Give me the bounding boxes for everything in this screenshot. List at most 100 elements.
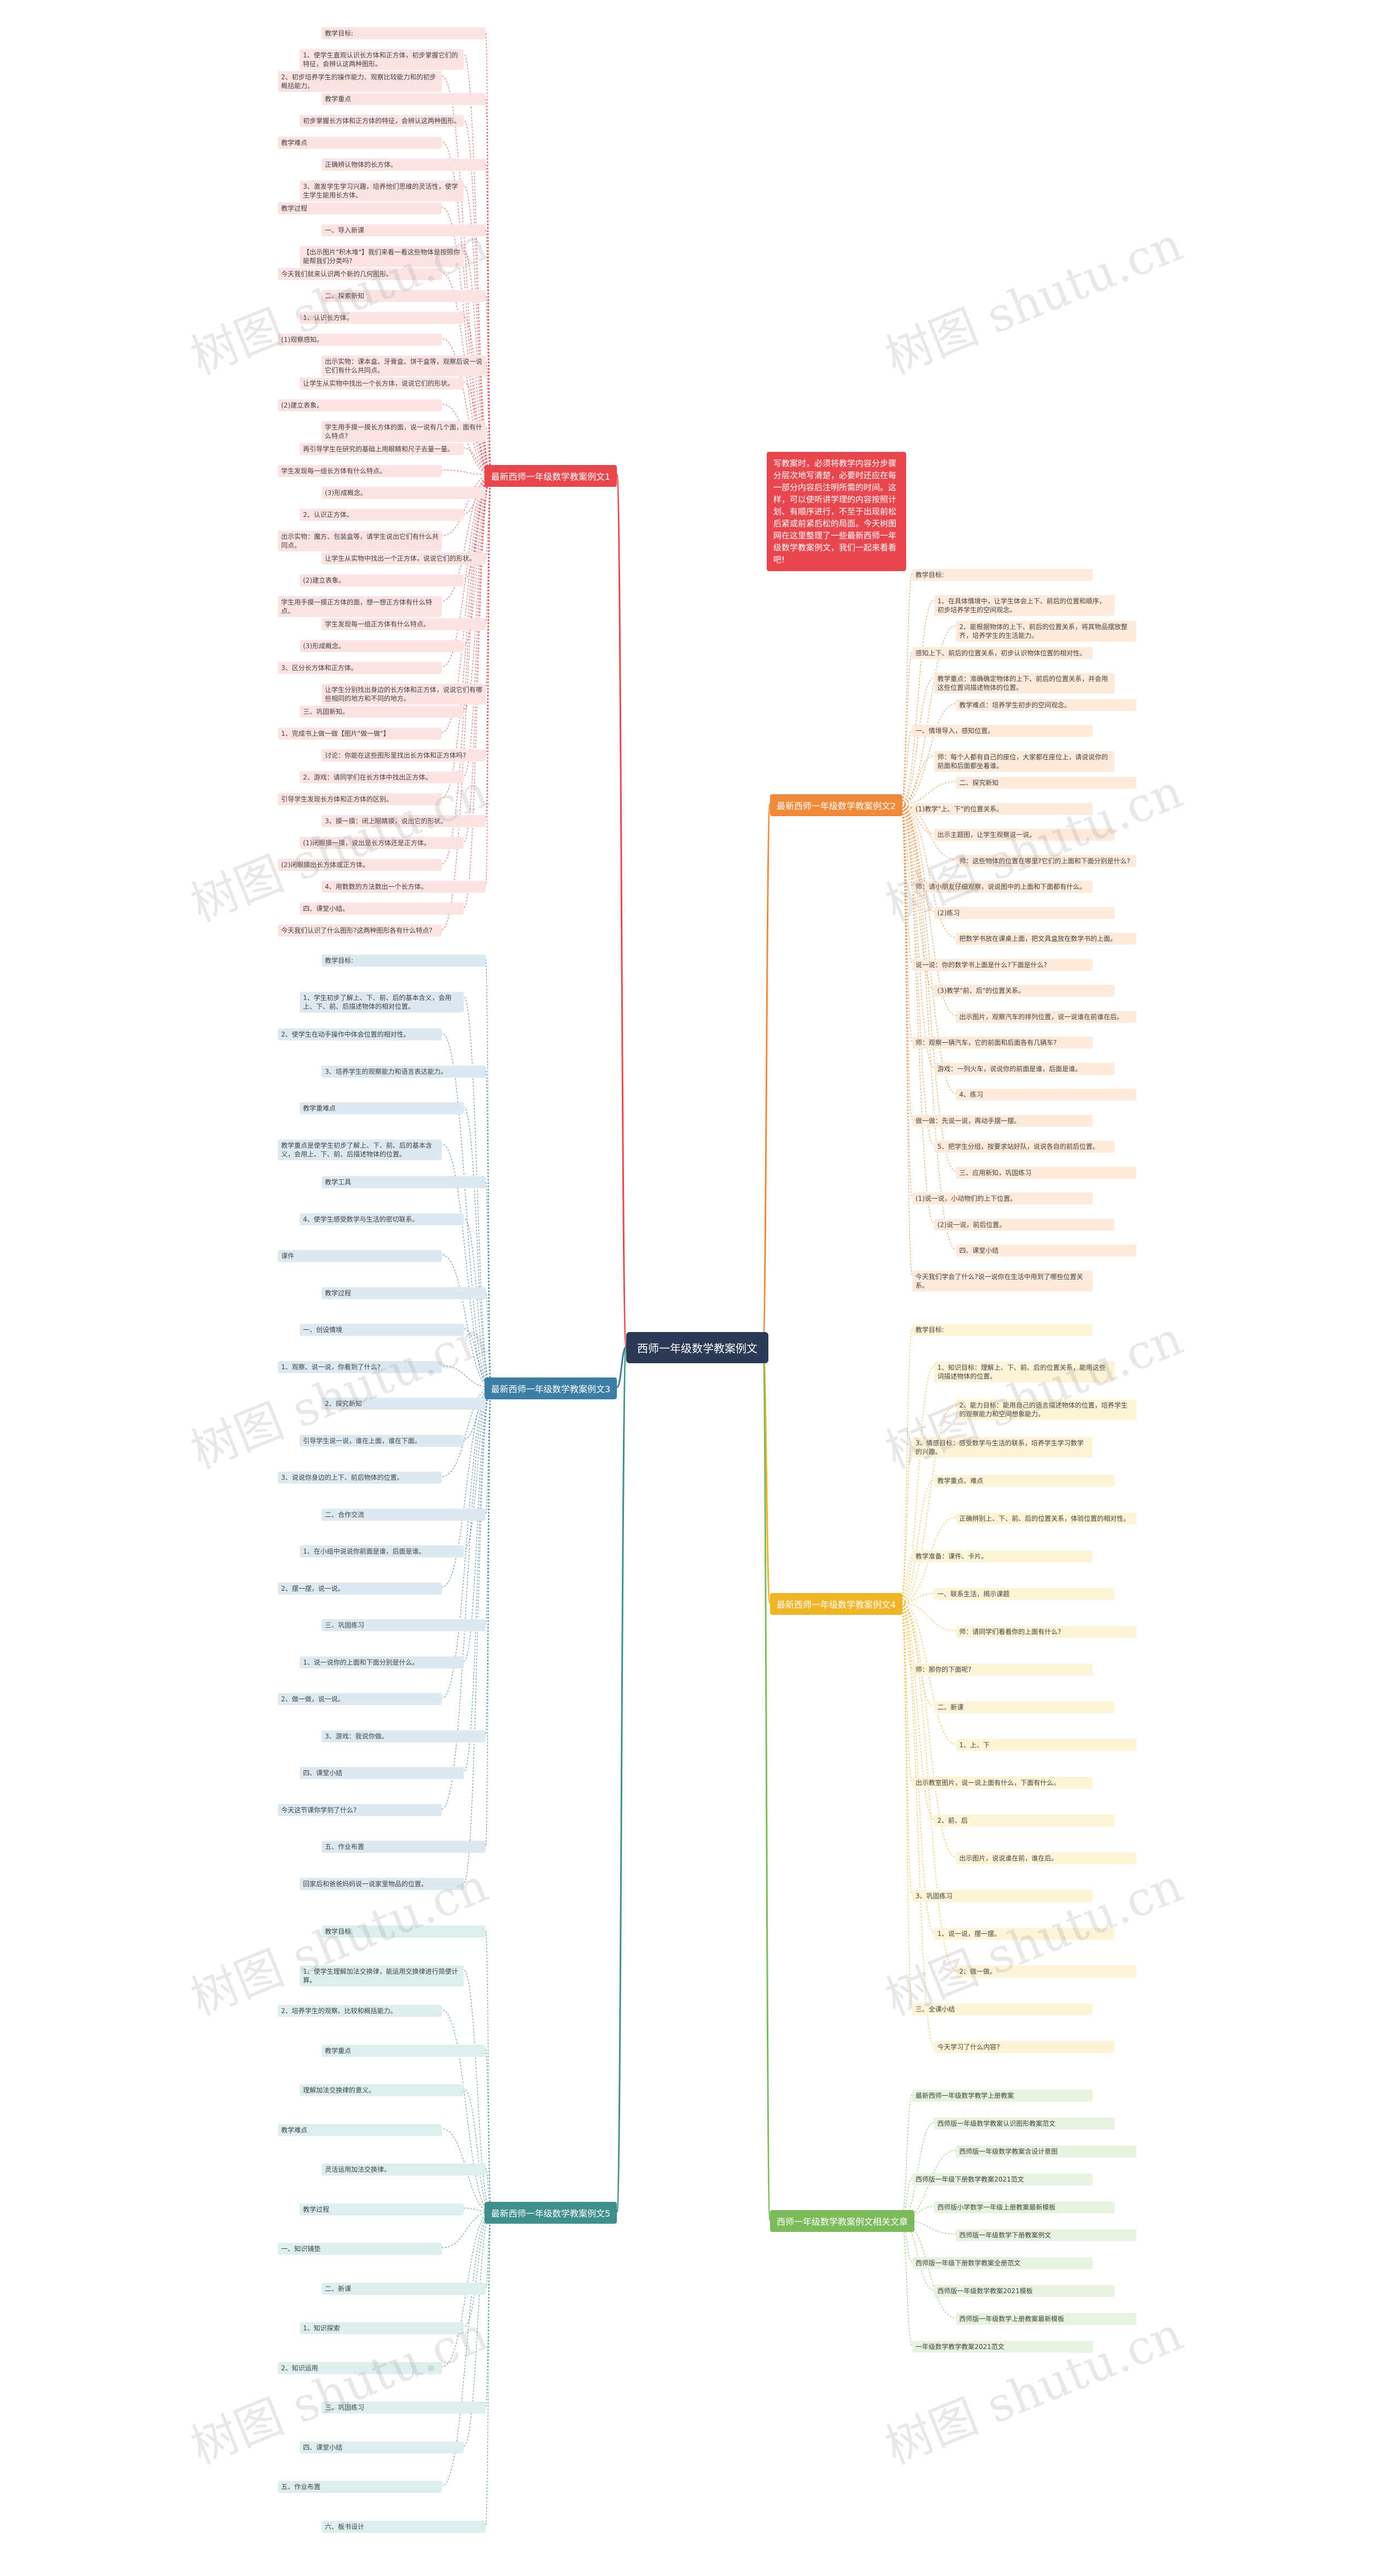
item-node[interactable]: (1)闭眼摸一摸，说出是长方体还是正方体。 xyxy=(300,837,464,849)
item-node[interactable]: 教学重点是使学生初步了解上、下、前、后的基本含义，会用上、下、前、后描述物体的位… xyxy=(278,1139,442,1160)
item-node[interactable]: 把数学书放在课桌上面，把文具盒放在数学书的上面。 xyxy=(956,933,1136,945)
item-node[interactable]: 四、课堂小结 xyxy=(300,2441,464,2453)
item-node[interactable]: 1、观察、说一说，你看到了什么? xyxy=(278,1360,442,1373)
item-node[interactable]: 一、导入新课 xyxy=(322,224,486,236)
item-node[interactable]: (1)说一说，小动物们的上下位置。 xyxy=(912,1193,1093,1205)
branch-node[interactable]: 最新西师一年级数学教案例文2 xyxy=(770,794,903,816)
item-node[interactable]: 教学重点：准确确定物体的上下、前后的位置关系，并会用这些位置词描述物体的位置。 xyxy=(934,673,1115,694)
item-node[interactable]: 师：这些物体的位置在哪里?它们的上面和下面分别是什么? xyxy=(956,854,1136,867)
item-node[interactable]: 3、情感目标：感受数学与生活的联系，培养学生学习数学的兴趣。 xyxy=(912,1437,1093,1458)
item-node[interactable]: 二、探究新知 xyxy=(956,777,1136,789)
item-node[interactable]: 2、知识运用 xyxy=(278,2362,442,2374)
item-node[interactable]: 2、认识正方体。 xyxy=(300,509,464,521)
item-node[interactable]: 4、练习 xyxy=(956,1089,1136,1101)
item-node[interactable]: 教学重点 xyxy=(322,93,486,105)
item-node[interactable]: 二、探索新知 xyxy=(322,290,486,302)
item-node[interactable]: 教学重点 xyxy=(322,2044,486,2057)
item-node[interactable]: 1、说一说你的上面和下面分别是什么。 xyxy=(300,1656,464,1668)
branch-node[interactable]: 最新西师一年级数学教案例文5 xyxy=(484,2202,617,2224)
item-node[interactable]: 4、使学生感受数学与生活的密切联系。 xyxy=(300,1213,464,1225)
item-node[interactable]: 今天这节课你学到了什么? xyxy=(278,1804,442,1816)
item-node[interactable]: 教学目标: xyxy=(912,569,1093,581)
item-node[interactable]: (2)建立表象。 xyxy=(278,399,442,411)
item-node[interactable]: 教学难点 xyxy=(278,137,442,149)
item-node[interactable]: 让学生分别找出身边的长方体和正方体，说说它们有哪些相同的地方和不同的地方。 xyxy=(322,684,486,705)
item-node[interactable]: (3)教学"前、后"的位置关系。 xyxy=(934,985,1115,997)
item-node[interactable]: 教学目标: xyxy=(322,955,486,967)
item-node[interactable]: 四、课堂小结。 xyxy=(300,903,464,915)
item-node[interactable]: 教学重点、难点 xyxy=(934,1475,1115,1487)
item-node[interactable]: 师：那你的下面呢? xyxy=(912,1664,1093,1676)
item-node[interactable]: 今天我们学会了什么?说一说你在生活中用到了哪些位置关系。 xyxy=(912,1270,1093,1292)
item-node[interactable]: 初步掌握长方体和正方体的特征，会辨认这两种图形。 xyxy=(300,115,464,127)
item-node[interactable]: 出示图片，说说谁在前，谁在后。 xyxy=(956,1852,1136,1864)
branch-node[interactable]: 西师一年级数学教案例文相关文章 xyxy=(770,2210,915,2232)
item-node[interactable]: (2)建立表象。 xyxy=(300,574,464,586)
item-node[interactable]: 2、使学生在动手操作中体会位置的相对性。 xyxy=(278,1028,442,1040)
item-node[interactable]: 5、把学生分组，按要求站好队，说说各自的前后位置。 xyxy=(934,1141,1115,1153)
item-node[interactable]: 教学过程 xyxy=(300,2203,464,2216)
item-node[interactable]: 1、使学生直观认识长方体和正方体，初步掌握它们的特征，会辨认这两种图形。 xyxy=(300,49,464,70)
branch-node[interactable]: 最新西师一年级数学教案例文3 xyxy=(484,1377,617,1399)
item-node[interactable]: 1、上、下 xyxy=(956,1739,1136,1751)
item-node[interactable]: 三、巩固练习 xyxy=(322,1619,486,1631)
item-node[interactable]: 让学生从实物中找出一个长方体，说说它们的形状。 xyxy=(300,377,464,389)
item-node[interactable]: 西师版一年级数学教案2021模板 xyxy=(934,2285,1115,2297)
item-node[interactable]: 最新西师一年级数学教学上册教案 xyxy=(912,2090,1093,2102)
item-node[interactable]: 灵活运用加法交换律。 xyxy=(322,2164,486,2176)
item-node[interactable]: 西师版一年级下册数学教案2021范文 xyxy=(912,2173,1093,2185)
item-node[interactable]: 学生用手摸一摸长方体的面，说一说有几个面，面有什么特点? xyxy=(322,421,486,442)
item-node[interactable]: 教学过程 xyxy=(278,202,442,214)
item-node[interactable]: 1、认识长方体。 xyxy=(300,312,464,324)
item-node[interactable]: 出示教室图片，说一说上面有什么，下面有什么。 xyxy=(912,1777,1093,1789)
item-node[interactable]: 出示主题图，让学生观察说一说。 xyxy=(934,829,1115,841)
item-node[interactable]: 教学过程 xyxy=(322,1287,486,1299)
root-node[interactable]: 西师一年级数学教案例文 xyxy=(626,1332,768,1363)
item-node[interactable]: (1)教学"上、下"的位置关系。 xyxy=(912,803,1093,815)
item-node[interactable]: 西师版一年级数学下册教案例文 xyxy=(956,2229,1136,2241)
item-node[interactable]: 师：每个人都有自己的座位，大家都在座位上，请说说你的前面和后面都坐着谁。 xyxy=(934,751,1115,772)
item-node[interactable]: 二、新课 xyxy=(322,2282,486,2295)
item-node[interactable]: 1、在具体情境中，让学生体会上下、前后的位置和顺序，初步培养学生的空间观念。 xyxy=(934,595,1115,616)
item-node[interactable]: 2、做一做。 xyxy=(956,1966,1136,1978)
item-node[interactable]: 三、巩固新知。 xyxy=(300,706,464,718)
item-node[interactable]: 教学准备：课件、卡片。 xyxy=(912,1550,1093,1562)
item-node[interactable]: 正确辨认物体的长方体。 xyxy=(322,159,486,171)
item-node[interactable]: 正确辨别上、下、前、后的位置关系，体验位置的相对性。 xyxy=(956,1513,1136,1525)
item-node[interactable]: 今天学习了什么内容? xyxy=(934,2041,1115,2053)
item-node[interactable]: 西师版一年级数学教案含设计意图 xyxy=(956,2145,1136,2158)
item-node[interactable]: 2、摆一摆，说一说。 xyxy=(278,1582,442,1595)
item-node[interactable]: 理解加法交换律的意义。 xyxy=(300,2084,464,2096)
item-node[interactable]: 4、用数数的方法数出一个长方体。 xyxy=(322,881,486,893)
item-node[interactable]: 3、区分长方体和正方体。 xyxy=(278,662,442,674)
item-node[interactable]: 1、使学生理解加法交换律，能运用交换律进行简便计算。 xyxy=(300,1965,464,1986)
item-node[interactable]: 再引导学生在研究的基础上用眼睛和尺子去量一量。 xyxy=(300,443,464,455)
item-node[interactable]: 3、培养学生的观察能力和语言表达能力。 xyxy=(322,1065,486,1078)
item-node[interactable]: 教学目标 xyxy=(322,1926,486,1938)
item-node[interactable]: 2、能力目标：能用自己的语言描述物体的位置，培养学生的观察能力和空间想象能力。 xyxy=(956,1399,1136,1420)
item-node[interactable]: 三、应用新知，巩固练习 xyxy=(956,1166,1136,1179)
item-node[interactable]: 师：请小朋友仔细观察，说说图中的上面和下面都有什么。 xyxy=(912,881,1093,893)
item-node[interactable]: 1、知识探索 xyxy=(300,2322,464,2334)
item-node[interactable]: 师：观察一辆汽车，它的前面和后面各有几辆车? xyxy=(912,1037,1093,1049)
item-node[interactable]: 2、培养学生的观察、比较和概括能力。 xyxy=(278,2005,442,2017)
branch-node[interactable]: 最新西师一年级数学教案例文4 xyxy=(770,1593,903,1615)
item-node[interactable]: 3、激发学生学习兴趣，培养他们思维的灵活性，使学生学生能用长方体。 xyxy=(300,181,464,201)
item-node[interactable]: 教学难点：培养学生初步的空间观念。 xyxy=(956,699,1136,711)
item-node[interactable]: 四、课堂小结 xyxy=(300,1767,464,1779)
item-node[interactable]: 一、知识铺垫 xyxy=(278,2243,442,2255)
item-node[interactable]: 2、初步培养学生的操作能力、观察比较能力和的初步概括能力。 xyxy=(278,71,442,92)
item-node[interactable]: 出示实物：魔方、包装盒等，请学生说出它们有什么共同点。 xyxy=(278,531,442,551)
item-node[interactable]: 二、合作交流 xyxy=(322,1508,486,1521)
item-node[interactable]: 四、课堂小结 xyxy=(956,1245,1136,1257)
item-node[interactable]: (2)说一说，前后位置。 xyxy=(934,1218,1115,1231)
item-node[interactable]: 教学难点 xyxy=(278,2124,442,2136)
item-node[interactable]: 学生发现每一组长方体有什么特点。 xyxy=(278,465,442,477)
item-node[interactable]: 师：请同学们看看你的上面有什么? xyxy=(956,1626,1136,1638)
item-node[interactable]: 六、板书设计 xyxy=(322,2520,486,2533)
item-node[interactable]: 引导学生说一说，谁在上面，谁在下面。 xyxy=(300,1434,464,1447)
item-node[interactable]: 西师版小学数学一年级上册教案最新模板 xyxy=(934,2201,1115,2213)
item-node[interactable]: 2、前、后 xyxy=(934,1815,1115,1827)
item-node[interactable]: 一、联系生活，揭示课题 xyxy=(934,1588,1115,1600)
item-node[interactable]: 2、探究新知 xyxy=(322,1398,486,1410)
